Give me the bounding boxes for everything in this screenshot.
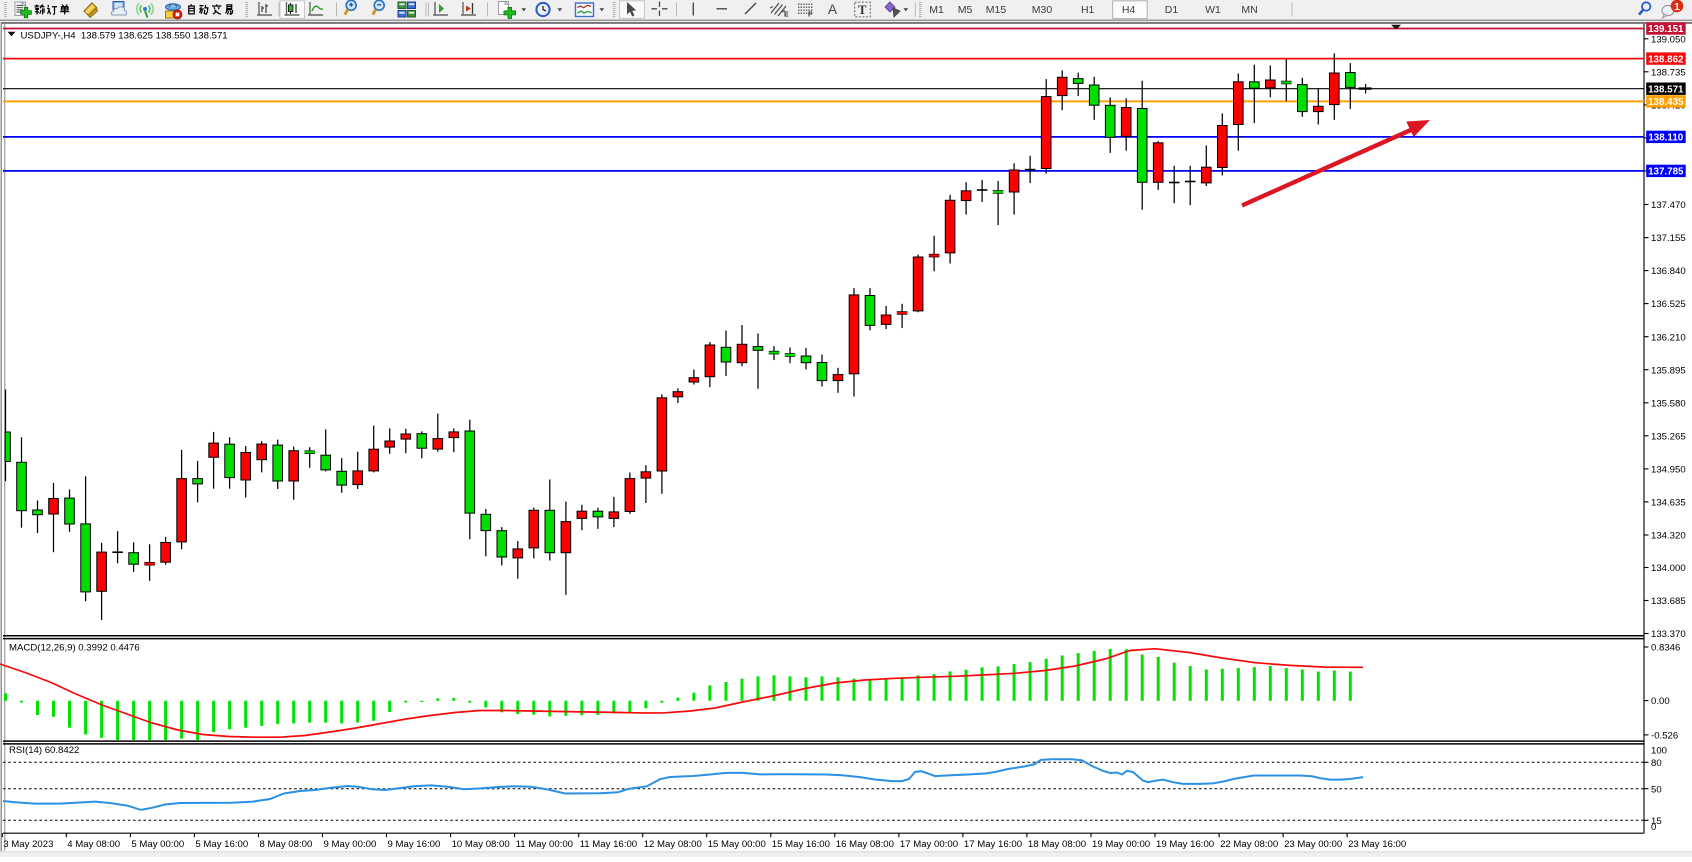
svg-text:0.8346: 0.8346 — [1651, 643, 1680, 654]
svg-text:50: 50 — [1651, 784, 1662, 795]
svg-text:139.151: 139.151 — [1648, 24, 1684, 35]
svg-text:138.735: 138.735 — [1651, 67, 1686, 78]
svg-text:137.470: 137.470 — [1651, 200, 1686, 211]
svg-text:D1: D1 — [1165, 4, 1179, 16]
svg-text:M15: M15 — [986, 4, 1007, 16]
svg-text:134.635: 134.635 — [1651, 498, 1686, 509]
svg-text:133.685: 133.685 — [1651, 596, 1686, 607]
svg-text:8 May 08:00: 8 May 08:00 — [260, 839, 313, 850]
svg-text:17 May 16:00: 17 May 16:00 — [964, 839, 1022, 850]
svg-text:5 May 16:00: 5 May 16:00 — [195, 839, 248, 850]
svg-text:15: 15 — [1651, 816, 1662, 827]
svg-text:139.050: 139.050 — [1651, 34, 1686, 45]
svg-text:-0.526: -0.526 — [1651, 731, 1678, 742]
svg-text:RSI(14) 60.8422: RSI(14) 60.8422 — [9, 745, 79, 756]
svg-text:5 May 00:00: 5 May 00:00 — [131, 839, 184, 850]
svg-text:137.155: 137.155 — [1651, 233, 1686, 244]
svg-text:135.265: 135.265 — [1651, 431, 1686, 442]
svg-text:USDJPY-,H4 138.579 138.625 13: USDJPY-,H4 138.579 138.625 138.550 138.5… — [21, 30, 228, 41]
svg-text:M5: M5 — [958, 4, 973, 16]
svg-text:134.000: 134.000 — [1651, 563, 1686, 574]
svg-text:MACD(12,26,9) 0.3992 0.4476: MACD(12,26,9) 0.3992 0.4476 — [9, 642, 140, 653]
svg-text:9 May 16:00: 9 May 16:00 — [388, 839, 441, 850]
svg-text:17 May 00:00: 17 May 00:00 — [900, 839, 958, 850]
svg-text:12 May 08:00: 12 May 08:00 — [644, 839, 702, 850]
svg-text:A: A — [828, 2, 837, 17]
svg-text:23 May 16:00: 23 May 16:00 — [1348, 839, 1406, 850]
svg-text:23 May 00:00: 23 May 00:00 — [1284, 839, 1342, 850]
svg-text:18 May 08:00: 18 May 08:00 — [1028, 839, 1086, 850]
svg-text:138.110: 138.110 — [1648, 133, 1683, 144]
svg-text:0.00: 0.00 — [1651, 696, 1670, 707]
svg-text:136.840: 136.840 — [1651, 266, 1686, 277]
svg-text:E: E — [784, 12, 789, 19]
svg-text:135.895: 135.895 — [1651, 365, 1686, 376]
svg-text:133.370: 133.370 — [1651, 629, 1686, 640]
svg-text:15 May 00:00: 15 May 00:00 — [708, 839, 766, 850]
svg-text:19 May 16:00: 19 May 16:00 — [1156, 839, 1214, 850]
svg-text:80: 80 — [1651, 758, 1662, 769]
svg-text:134.950: 134.950 — [1651, 465, 1686, 476]
svg-text:137.785: 137.785 — [1648, 167, 1684, 178]
svg-text:9 May 00:00: 9 May 00:00 — [324, 839, 377, 850]
svg-text:H4: H4 — [1122, 4, 1136, 16]
svg-text:F: F — [808, 12, 813, 19]
svg-text:16 May 08:00: 16 May 08:00 — [836, 839, 894, 850]
svg-text:138.862: 138.862 — [1648, 54, 1684, 65]
svg-text:0: 0 — [1651, 822, 1656, 833]
svg-text:19 May 00:00: 19 May 00:00 — [1092, 839, 1150, 850]
svg-text:15 May 16:00: 15 May 16:00 — [772, 839, 830, 850]
svg-text:4 May 08:00: 4 May 08:00 — [67, 839, 120, 850]
svg-text:135.580: 135.580 — [1651, 398, 1686, 409]
svg-text:138.435: 138.435 — [1648, 97, 1684, 108]
svg-text:11 May 16:00: 11 May 16:00 — [580, 839, 637, 850]
svg-text:10 May 08:00: 10 May 08:00 — [452, 839, 510, 850]
svg-text:M30: M30 — [1032, 4, 1053, 16]
svg-text:MN: MN — [1241, 4, 1257, 16]
svg-text:134.320: 134.320 — [1651, 531, 1686, 542]
svg-text:T: T — [858, 3, 867, 17]
svg-text:136.525: 136.525 — [1651, 299, 1686, 310]
svg-text:100: 100 — [1651, 746, 1667, 757]
svg-text:136.210: 136.210 — [1651, 332, 1686, 343]
svg-text:1: 1 — [1674, 1, 1680, 13]
svg-text:22 May 08:00: 22 May 08:00 — [1220, 839, 1278, 850]
svg-text:W1: W1 — [1205, 4, 1221, 16]
svg-text:M1: M1 — [929, 4, 944, 16]
svg-text:138.571: 138.571 — [1648, 84, 1684, 95]
svg-text:3 May 2023: 3 May 2023 — [3, 839, 53, 850]
svg-text:11 May 00:00: 11 May 00:00 — [516, 839, 573, 850]
svg-text:H1: H1 — [1081, 4, 1095, 16]
